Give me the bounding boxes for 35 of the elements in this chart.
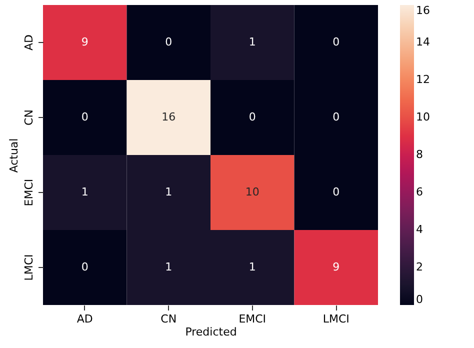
- data-label: 0: [81, 260, 88, 274]
- color-bar-label: 0: [416, 293, 423, 306]
- data-label: 0: [332, 110, 340, 124]
- data-label: 1: [81, 186, 88, 198]
- data-label: 0: [165, 36, 172, 48]
- data-label: 1: [165, 186, 172, 198]
- data-label: 9: [332, 260, 340, 274]
- color-bar-label: 6: [416, 186, 423, 198]
- color-bar-label: 2: [416, 260, 423, 274]
- data-label: 0: [248, 110, 256, 124]
- color-bar-label: 4: [416, 223, 423, 236]
- data-label: 10: [245, 186, 260, 198]
- color-bar-label: 14: [416, 36, 430, 48]
- y-tick-label: CN: [22, 110, 36, 126]
- data-label: 1: [165, 260, 172, 274]
- data-label: 1: [248, 260, 256, 274]
- data-label: 9: [81, 36, 88, 48]
- data-label: 16: [162, 110, 176, 124]
- y-tick-label: EMCI: [22, 178, 36, 206]
- color-bar-label: 8: [416, 148, 423, 161]
- data-label: 0: [332, 36, 340, 48]
- color-bar-label: 12: [416, 73, 430, 86]
- x-tick-label: CN: [160, 312, 177, 326]
- y-tick-label: LMCI: [22, 254, 36, 281]
- data-label: 0: [332, 186, 340, 198]
- data-label: 0: [81, 110, 88, 124]
- y-axis-title: Actual: [8, 138, 20, 173]
- color-bar-label: 10: [416, 110, 430, 124]
- x-tick-label: EMCI: [238, 312, 266, 326]
- color-bar-label: 16: [416, 4, 430, 17]
- y-tick-label: AD: [22, 34, 36, 50]
- x-axis-title: Predicted: [185, 326, 237, 338]
- x-tick-label: AD: [76, 312, 93, 326]
- x-tick-label: LMCI: [322, 312, 350, 326]
- data-label: 1: [248, 36, 256, 48]
